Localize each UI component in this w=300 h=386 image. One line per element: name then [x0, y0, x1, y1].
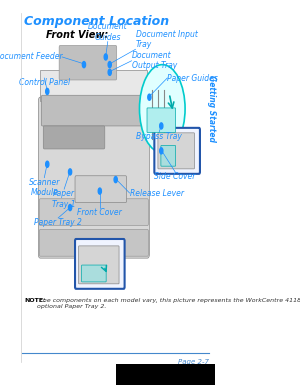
Circle shape [160, 148, 163, 154]
Circle shape [108, 69, 111, 75]
Circle shape [46, 88, 49, 95]
Text: Release Lever: Release Lever [130, 188, 184, 198]
Circle shape [114, 176, 117, 183]
FancyBboxPatch shape [161, 146, 176, 166]
FancyBboxPatch shape [154, 128, 200, 174]
Text: Document
Output Tray: Document Output Tray [131, 51, 177, 71]
FancyBboxPatch shape [38, 97, 149, 258]
FancyBboxPatch shape [75, 239, 124, 289]
Text: Page 2-7: Page 2-7 [178, 359, 209, 364]
Text: Paper Guides: Paper Guides [167, 74, 218, 83]
Text: The components on each model vary, this picture represents the WorkCentre 4118 w: The components on each model vary, this … [38, 298, 300, 309]
FancyBboxPatch shape [75, 176, 127, 203]
FancyBboxPatch shape [79, 246, 119, 284]
Text: Document
Guides: Document Guides [88, 22, 128, 42]
Text: Front Cover: Front Cover [77, 208, 122, 217]
Circle shape [104, 54, 107, 60]
Circle shape [108, 61, 111, 68]
FancyBboxPatch shape [82, 265, 106, 282]
Circle shape [68, 205, 72, 211]
Text: Component Location: Component Location [25, 15, 169, 28]
FancyBboxPatch shape [39, 229, 148, 256]
FancyBboxPatch shape [41, 95, 146, 126]
Circle shape [148, 94, 151, 100]
FancyBboxPatch shape [158, 133, 194, 169]
Circle shape [82, 61, 85, 68]
Circle shape [98, 188, 101, 194]
Text: Document Input
Tray: Document Input Tray [136, 30, 197, 49]
Text: Paper
Tray 1: Paper Tray 1 [52, 189, 76, 208]
Text: Paper Tray 2: Paper Tray 2 [34, 218, 82, 227]
FancyBboxPatch shape [39, 199, 148, 225]
Text: NOTE:: NOTE: [25, 298, 46, 303]
Circle shape [140, 64, 185, 153]
FancyBboxPatch shape [59, 46, 117, 80]
Text: Getting Started: Getting Started [207, 75, 216, 142]
Text: Document Feeder: Document Feeder [0, 52, 62, 61]
FancyBboxPatch shape [147, 108, 176, 132]
Bar [116, 364, 215, 384]
Text: Scanner
Module: Scanner Module [28, 178, 60, 197]
Circle shape [160, 123, 163, 129]
Circle shape [68, 169, 72, 175]
Polygon shape [40, 70, 147, 101]
Text: Control Panel: Control Panel [19, 78, 70, 87]
Text: Front View:: Front View: [46, 30, 109, 40]
FancyBboxPatch shape [43, 126, 105, 149]
Circle shape [46, 161, 49, 167]
Text: Bypass Tray: Bypass Tray [136, 132, 182, 141]
Text: Side Cover: Side Cover [154, 172, 196, 181]
